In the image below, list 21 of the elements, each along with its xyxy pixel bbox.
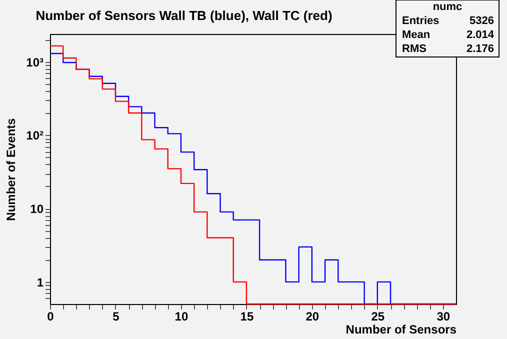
- annotation: Mean: [402, 29, 430, 41]
- x-axis-title: Number of Sensors: [346, 322, 457, 336]
- text: 5326: [470, 15, 494, 27]
- y-tick-label: 10³: [26, 55, 44, 70]
- y-tick-label: 10²: [26, 128, 44, 143]
- text: 2.014: [466, 29, 495, 41]
- text: Entries: [402, 15, 440, 27]
- text: 2.176: [466, 43, 494, 55]
- x-tick-label: 10: [174, 310, 188, 324]
- x-tick-label: 0: [47, 310, 54, 324]
- x-tick-label: 20: [306, 310, 320, 324]
- x-tick-label: 15: [240, 310, 254, 324]
- chart-title: Number of Sensors Wall TB (blue), Wall TC (red): [36, 8, 332, 23]
- y-axis-title: Number of Events: [4, 118, 18, 221]
- y-tick-label: 1: [36, 275, 44, 290]
- x-tick-label: 5: [112, 310, 120, 324]
- annotation: RMS: [402, 43, 426, 55]
- x-tick-label: 30: [436, 310, 450, 324]
- text: numc: [432, 1, 462, 13]
- x-tick-label: 25: [371, 310, 385, 324]
- y-tick-label: 10: [30, 202, 44, 216]
